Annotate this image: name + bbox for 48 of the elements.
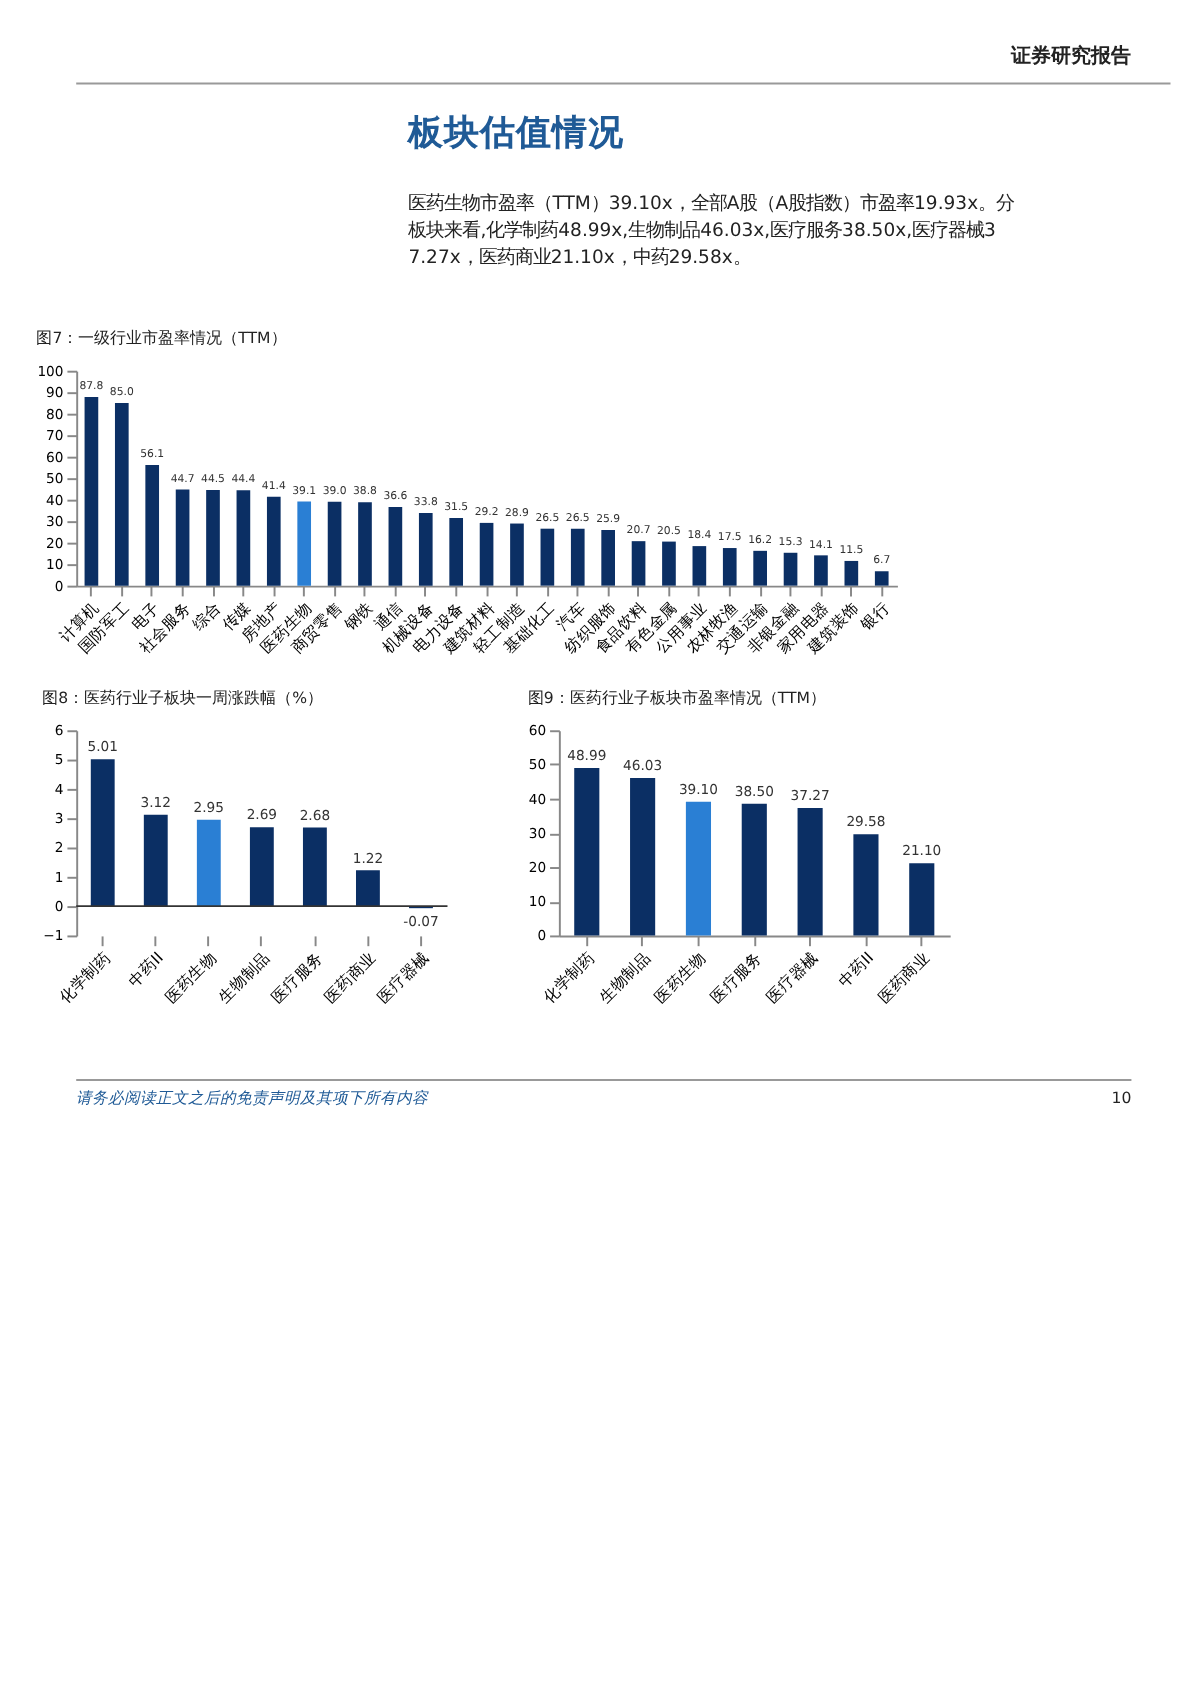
text: 10 (1111, 1089, 1132, 1108)
bar (692, 546, 707, 586)
bar (874, 571, 889, 586)
bar (685, 801, 712, 936)
bar (114, 402, 129, 586)
bar (266, 496, 281, 586)
chart-title: 图8：医药行业子板块一周涨跌幅（%） (42, 688, 324, 707)
bar (236, 490, 251, 586)
bar (797, 807, 823, 936)
text: 医药生物市盈率（TTM）39.10x，全部A股（A股指数）市盈率19.93x。分板块来看,化学制药48.99x,生物制品46.03x,医疗服务38.50x,医疗器械37.27x，医药商业21.10x，中药29.58x。 (406, 192, 1015, 270)
bar (358, 502, 372, 586)
bar (909, 863, 935, 936)
bar (302, 827, 327, 907)
bar (449, 517, 464, 586)
text: 板块估值情况 (406, 112, 627, 155)
bar (844, 560, 859, 586)
bar (570, 528, 585, 586)
bar (630, 778, 656, 936)
chart-title: 图9：医药行业子板块市盈率情况（TTM） (527, 688, 826, 707)
bar (418, 513, 433, 586)
text: 请务必阅读正文之后的免责声明及其项下所有内容 (76, 1089, 431, 1108)
bar (741, 803, 767, 936)
bar (540, 528, 555, 586)
bar (175, 489, 190, 586)
bar (327, 501, 342, 586)
bar (143, 814, 168, 907)
bar (479, 522, 494, 586)
bar (249, 827, 274, 907)
bar (510, 523, 524, 586)
bar (90, 759, 115, 907)
text: 证券研究报告 (1009, 43, 1132, 68)
bar (853, 834, 879, 936)
bar (206, 490, 220, 586)
bar (574, 767, 600, 936)
bar (783, 552, 798, 586)
bar (297, 501, 312, 586)
bar (388, 506, 403, 586)
bar (631, 541, 646, 586)
bar (753, 550, 767, 586)
bar (662, 541, 676, 586)
bar (355, 870, 380, 907)
bar (145, 465, 160, 586)
chart-title: 图7：一级行业市盈率情况（TTM） (36, 329, 287, 348)
bar (84, 396, 99, 586)
bar (722, 548, 737, 586)
bar (601, 529, 615, 586)
bar (814, 555, 828, 586)
bar (196, 819, 221, 907)
